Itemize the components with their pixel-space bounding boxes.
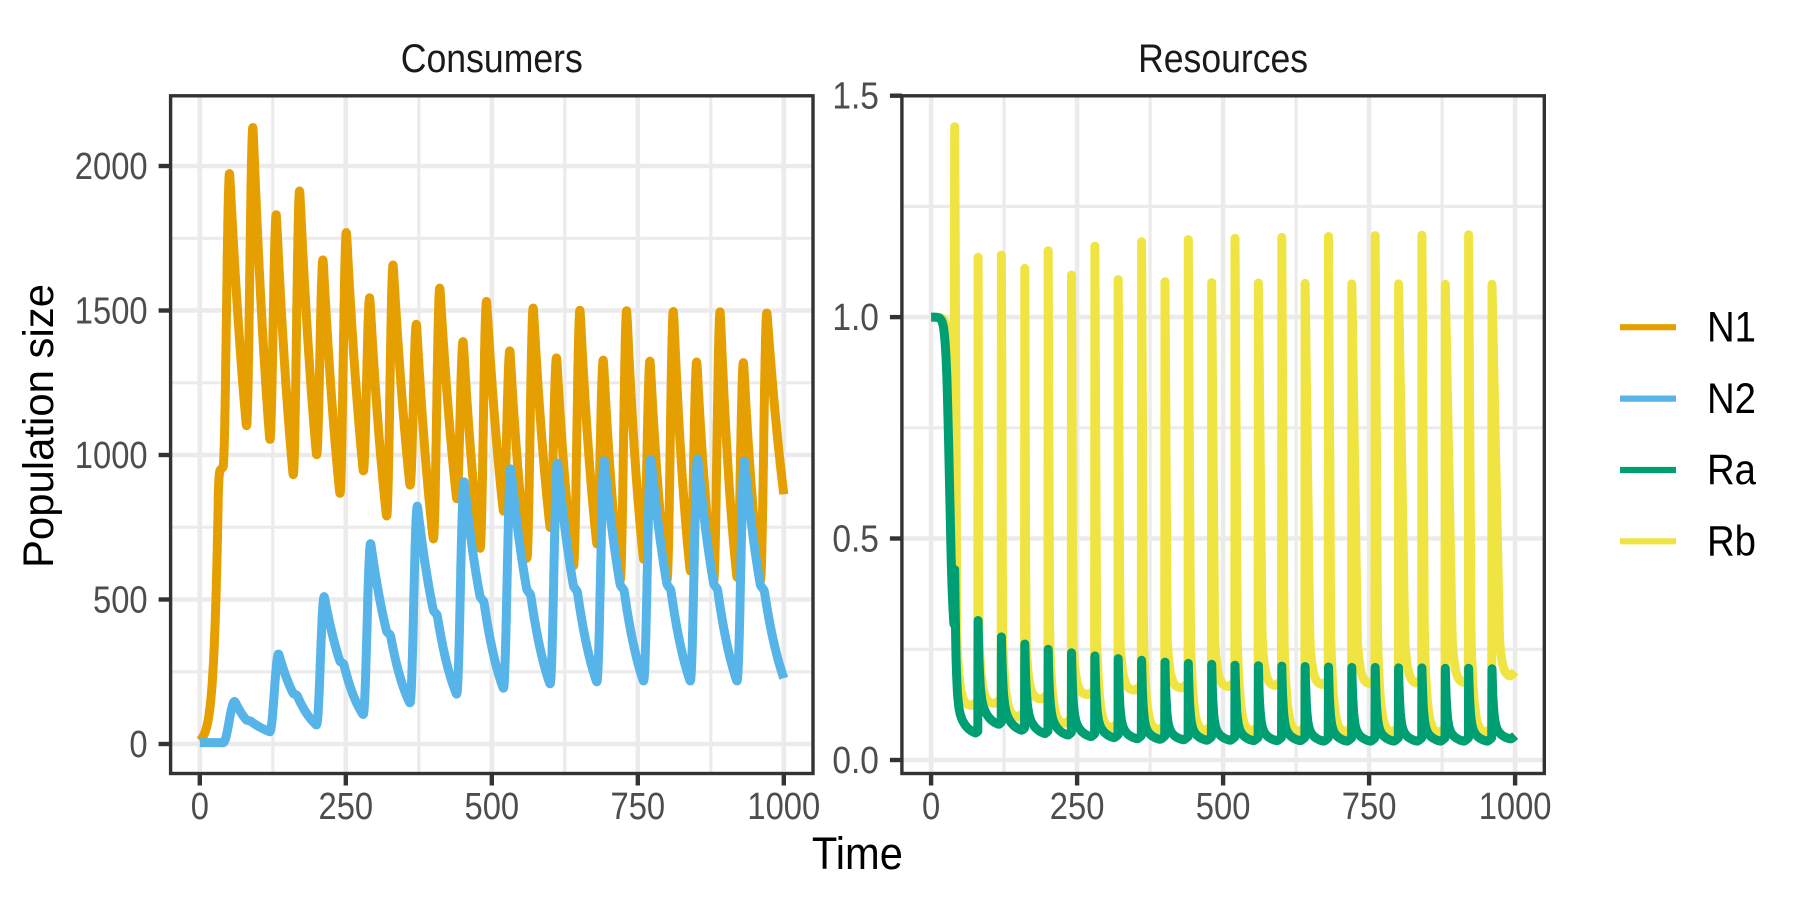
svg-text:Time: Time xyxy=(812,828,903,879)
svg-text:500: 500 xyxy=(93,580,148,622)
svg-text:0: 0 xyxy=(191,786,209,828)
svg-text:0.5: 0.5 xyxy=(832,519,879,561)
svg-text:250: 250 xyxy=(1050,786,1105,828)
svg-text:1000: 1000 xyxy=(75,435,148,477)
svg-text:500: 500 xyxy=(465,786,520,828)
svg-text:N1: N1 xyxy=(1707,303,1756,351)
svg-text:1.5: 1.5 xyxy=(832,76,879,118)
svg-text:Population size: Population size xyxy=(15,284,63,568)
svg-text:Consumers: Consumers xyxy=(401,37,583,81)
svg-text:250: 250 xyxy=(319,786,374,828)
svg-text:Resources: Resources xyxy=(1138,37,1308,81)
svg-text:N2: N2 xyxy=(1707,375,1756,423)
svg-text:2000: 2000 xyxy=(75,146,148,188)
svg-text:0.0: 0.0 xyxy=(832,740,879,782)
svg-text:1500: 1500 xyxy=(75,291,148,333)
svg-text:750: 750 xyxy=(611,786,666,828)
svg-text:1000: 1000 xyxy=(747,786,820,828)
svg-text:1.0: 1.0 xyxy=(832,297,879,339)
svg-text:Rb: Rb xyxy=(1707,518,1756,566)
svg-text:750: 750 xyxy=(1342,786,1397,828)
svg-text:500: 500 xyxy=(1196,786,1251,828)
svg-text:1000: 1000 xyxy=(1479,786,1552,828)
svg-text:Ra: Ra xyxy=(1707,446,1756,494)
svg-text:0: 0 xyxy=(922,786,940,828)
svg-text:0: 0 xyxy=(129,724,147,766)
